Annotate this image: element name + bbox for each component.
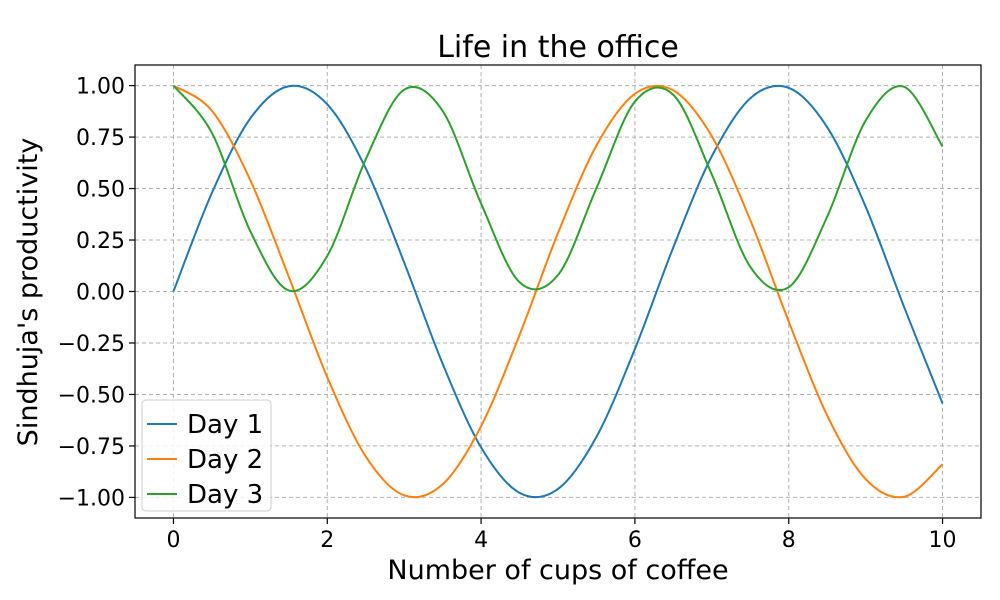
y-tick-label: −0.75: [58, 435, 125, 460]
legend-label-day-2: Day 2: [187, 445, 263, 475]
y-tick-label: 0.50: [76, 178, 125, 203]
axis-ticks: 0 2 4 6 8 10 1.00 0.75 0.50 0.25 0.00 −0.25 −0.50 −0.…: [58, 75, 957, 553]
y-tick-label: −1.00: [58, 486, 125, 511]
x-tick-label: 8: [782, 528, 796, 553]
y-tick-label: 1.00: [76, 75, 125, 100]
x-tick-label: 4: [474, 528, 488, 553]
series-line-day-2: [172, 84, 944, 499]
x-axis-label: Number of cups of coffee: [387, 555, 728, 586]
y-tick-label: −0.25: [58, 332, 125, 357]
legend-label-day-3: Day 3: [187, 480, 263, 510]
x-tick-label: 0: [166, 528, 180, 553]
x-tick-label: 10: [929, 528, 957, 553]
series-line-day-3: [172, 84, 944, 293]
legend-box: [141, 399, 272, 512]
series-line-day-1: [172, 84, 944, 499]
chart-title: Life in the office: [437, 30, 679, 65]
y-tick-label: 0.25: [76, 229, 125, 254]
x-tick-label: 2: [320, 528, 334, 553]
y-tick-label: 0.75: [76, 126, 125, 151]
y-tick-label: 0.00: [76, 281, 125, 306]
y-tick-label: −0.50: [58, 383, 125, 408]
grid: [135, 65, 981, 518]
legend-label-day-1: Day 1: [187, 410, 263, 440]
y-axis-label: Sindhuja's productivity: [13, 138, 44, 447]
x-tick-label: 6: [628, 528, 642, 553]
series-lines: [172, 84, 944, 499]
legend: Day 1 Day 2 Day 3: [141, 399, 272, 512]
